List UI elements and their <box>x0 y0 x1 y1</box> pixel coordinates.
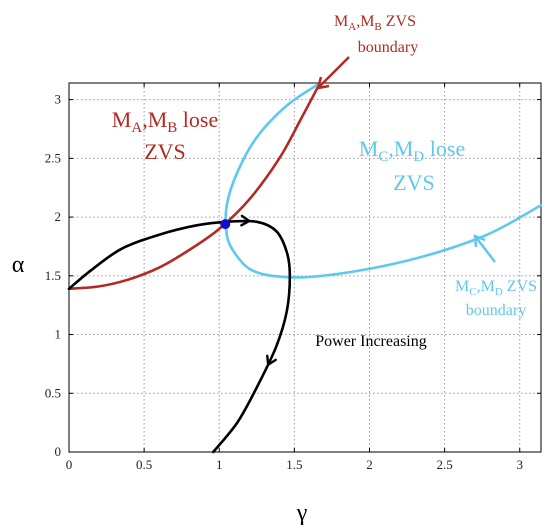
y-axis-label: α <box>12 252 25 278</box>
power-increasing-label: Power Increasing <box>315 333 427 350</box>
ab-boundary-pointer-arrowhead <box>316 76 330 90</box>
x-tick-label: 2 <box>366 457 373 472</box>
trajectory-direction-arrow <box>240 214 252 227</box>
cd-zvs-boundary-curve <box>224 81 543 279</box>
x-tick-label: 3 <box>516 457 523 472</box>
direction-arrows <box>240 214 277 367</box>
x-tick-label: 1 <box>216 457 223 472</box>
operating-point <box>220 219 231 230</box>
ab-lose-zvs-label: MA,MB lose <box>112 107 218 136</box>
ab-zvs-boundary-label-line2: boundary <box>358 39 418 56</box>
x-tick-label: 0 <box>66 457 73 472</box>
cd-boundary-pointer-arrowhead <box>473 234 486 248</box>
cd-lose-zvs-label: MC,MD lose <box>359 136 465 165</box>
cd-boundary-pointer-arrow <box>474 235 496 263</box>
y-tick-label: 0 <box>55 444 62 459</box>
x-tick-label: 0.5 <box>136 457 152 472</box>
y-tick-label: 1 <box>55 327 62 342</box>
y-tick-label: 1.5 <box>45 268 61 283</box>
ab-lose-zvs-label-line2: ZVS <box>144 139 186 164</box>
grid <box>68 83 541 453</box>
cd-zvs-boundary-label-line2: boundary <box>466 302 526 319</box>
trajectory-direction-arrow <box>266 354 277 367</box>
cd-zvs-boundary-label: MC,MD ZVS <box>455 278 537 298</box>
ab-zvs-boundary-curve <box>67 81 322 291</box>
cd-lose-zvs-label-line2: ZVS <box>393 170 435 195</box>
ab-zvs-boundary-label: MA,MB ZVS <box>334 13 416 33</box>
y-tick-label: 2.5 <box>45 150 61 165</box>
x-tick-label: 1.5 <box>286 457 302 472</box>
x-tick-label: 2.5 <box>436 457 452 472</box>
series-layer <box>67 81 543 454</box>
ab-boundary-pointer-arrow <box>317 56 350 89</box>
y-tick-label: 2 <box>55 209 62 224</box>
y-tick-label: 0.5 <box>45 385 61 400</box>
ticks: 0 0.5 1 1.5 2 2.5 3 0 0.5 1 1.5 2 2.5 3 <box>45 83 541 472</box>
y-tick-label: 3 <box>55 92 62 107</box>
power-trajectory-curve <box>67 219 292 454</box>
plot-frame <box>68 82 542 453</box>
x-axis-label: γ <box>296 500 308 526</box>
